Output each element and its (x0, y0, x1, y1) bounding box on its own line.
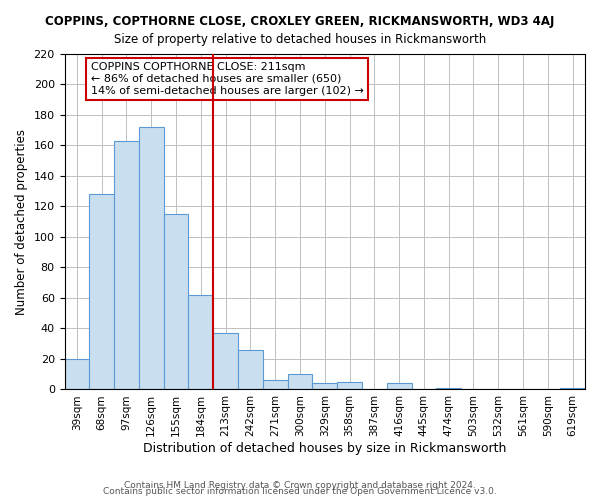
Bar (89, 194, 114, 390)
Text: COPPINS, COPTHORNE CLOSE, CROXLEY GREEN, RICKMANSWORTH, WD3 4AJ: COPPINS, COPTHORNE CLOSE, CROXLEY GREEN,… (46, 15, 554, 28)
Text: Contains HM Land Registry data © Crown copyright and database right 2024.: Contains HM Land Registry data © Crown c… (124, 481, 476, 490)
Bar (387, 384, 412, 390)
Bar (337, 382, 362, 390)
Bar (263, 380, 287, 390)
X-axis label: Distribution of detached houses by size in Rickmansworth: Distribution of detached houses by size … (143, 442, 506, 455)
Bar (560, 388, 585, 390)
Text: COPPINS COPTHORNE CLOSE: 211sqm
← 86% of detached houses are smaller (650)
14% o: COPPINS COPTHORNE CLOSE: 211sqm ← 86% of… (91, 62, 364, 96)
Text: Size of property relative to detached houses in Rickmansworth: Size of property relative to detached ho… (114, 32, 486, 46)
Bar (287, 374, 313, 390)
Bar (238, 350, 263, 390)
Text: Contains public sector information licensed under the Open Government Licence v3: Contains public sector information licen… (103, 488, 497, 496)
Bar (188, 295, 213, 390)
Bar (139, 127, 164, 390)
Bar (313, 384, 337, 390)
Bar (114, 141, 139, 390)
Bar (436, 388, 461, 390)
Y-axis label: Number of detached properties: Number of detached properties (15, 128, 28, 314)
Bar (213, 333, 238, 390)
Bar (164, 214, 188, 390)
Bar (65, 359, 89, 390)
